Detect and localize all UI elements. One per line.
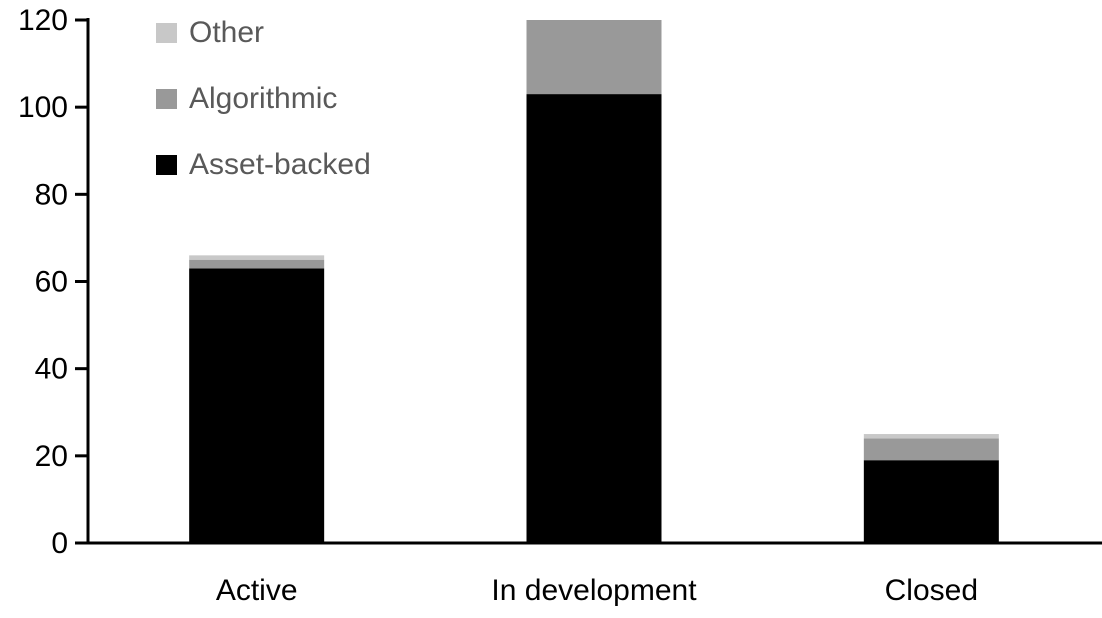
legend-item-other: Other xyxy=(156,18,371,48)
y-tick-label: 120 xyxy=(18,4,68,37)
legend-swatch-asset-backed xyxy=(156,155,177,175)
legend-label-asset-backed: Asset-backed xyxy=(189,148,371,181)
axes-group xyxy=(75,18,1102,545)
bar-segment-asset-backed xyxy=(189,268,325,543)
bars-group xyxy=(189,20,999,543)
y-tick-label: 40 xyxy=(35,353,68,386)
x-category-label: Closed xyxy=(885,574,978,607)
bar-segment-asset-backed xyxy=(526,94,662,543)
y-tick-label: 100 xyxy=(18,91,68,124)
bar-segment-algorithmic xyxy=(189,259,325,269)
x-category-label: In development xyxy=(491,574,697,607)
x-category-labels-group: Active In development Closed xyxy=(216,574,978,607)
legend-label-algorithmic: Algorithmic xyxy=(189,82,338,115)
bar-segment-other xyxy=(863,434,999,439)
y-tick-label: 60 xyxy=(35,266,68,299)
legend-item-asset-backed: Asset-backed xyxy=(156,150,371,180)
y-tick-label: 20 xyxy=(35,440,68,473)
y-tick-label: 0 xyxy=(51,527,68,560)
bar-segment-asset-backed xyxy=(863,460,999,543)
legend-swatch-other xyxy=(156,23,177,43)
legend-swatch-algorithmic xyxy=(156,89,177,109)
x-category-label: Active xyxy=(216,574,298,607)
y-tick-labels-group: 0 20 40 60 80 100 120 xyxy=(18,4,68,560)
legend: Other Algorithmic Asset-backed xyxy=(156,18,371,180)
legend-label-other: Other xyxy=(189,16,265,49)
bar-segment-other xyxy=(189,255,325,260)
legend-item-algorithmic: Algorithmic xyxy=(156,84,371,114)
y-tick-label: 80 xyxy=(35,178,68,211)
bar-segment-algorithmic xyxy=(526,20,662,95)
bar-segment-algorithmic xyxy=(863,438,999,461)
